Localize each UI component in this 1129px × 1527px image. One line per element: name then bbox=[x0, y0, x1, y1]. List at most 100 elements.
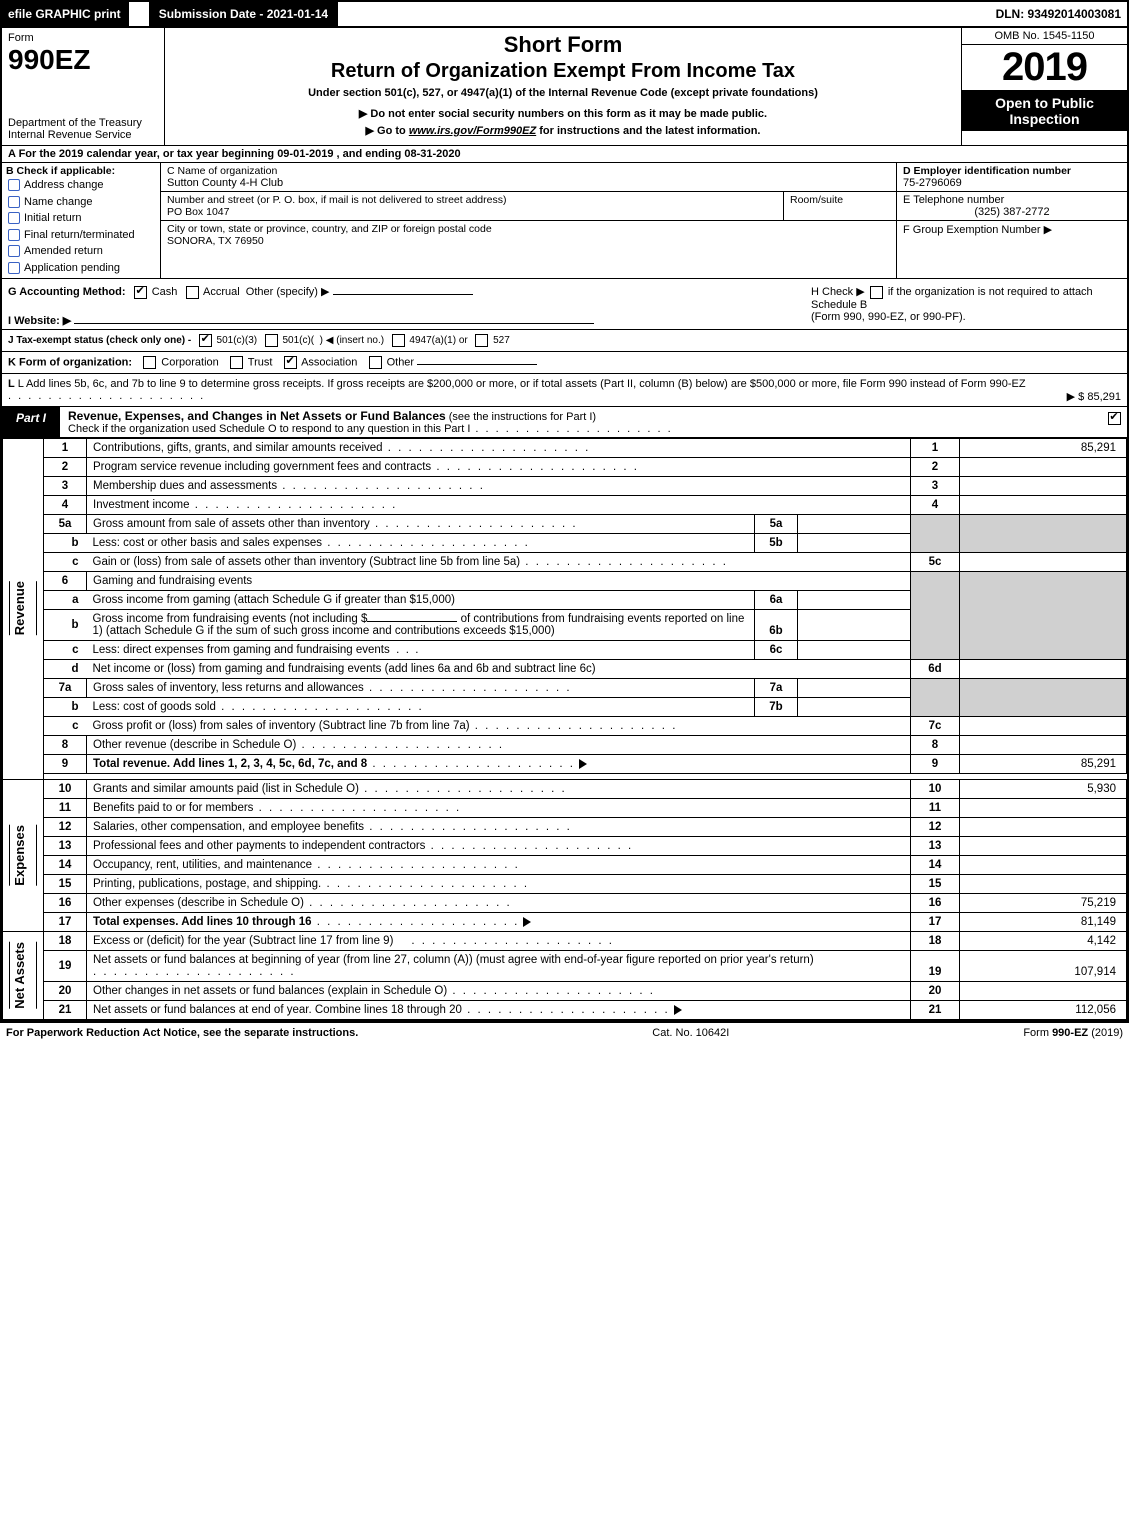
arrow-icon bbox=[523, 917, 531, 927]
c-addr-label: Number and street (or P. O. box, if mail… bbox=[167, 194, 506, 206]
k-line: K Form of organization: Corporation Trus… bbox=[2, 352, 1127, 374]
j-line: J Tax-exempt status (check only one) - 5… bbox=[2, 330, 1127, 352]
chk-initial-return[interactable]: Initial return bbox=[6, 210, 156, 227]
header-center: Short Form Return of Organization Exempt… bbox=[165, 28, 961, 145]
amt-16: 75,219 bbox=[960, 893, 1127, 912]
chk-address-change[interactable]: Address change bbox=[6, 177, 156, 194]
entity-info: B Check if applicable: Address change Na… bbox=[2, 163, 1127, 279]
org-address: PO Box 1047 bbox=[167, 206, 229, 218]
chk-sched-o[interactable] bbox=[1108, 412, 1121, 425]
amt-9: 85,291 bbox=[960, 754, 1127, 773]
tax-period: A For the 2019 calendar year, or tax yea… bbox=[2, 146, 1127, 163]
chk-name-change[interactable]: Name change bbox=[6, 194, 156, 211]
amt-7c bbox=[960, 716, 1127, 735]
amt-1: 85,291 bbox=[960, 438, 1127, 457]
dln-label: DLN: 93492014003081 bbox=[990, 7, 1127, 21]
form-number: 990EZ bbox=[8, 44, 158, 76]
chk-501c[interactable] bbox=[265, 334, 278, 347]
chk-assoc[interactable] bbox=[284, 356, 297, 369]
amt-18: 4,142 bbox=[960, 931, 1127, 950]
footer-left: For Paperwork Reduction Act Notice, see … bbox=[6, 1027, 358, 1039]
omb-number: OMB No. 1545-1150 bbox=[962, 28, 1127, 45]
chk-accrual[interactable] bbox=[186, 286, 199, 299]
section-def: D Employer identification number 75-2796… bbox=[896, 163, 1127, 278]
part1-title: Revenue, Expenses, and Changes in Net As… bbox=[60, 407, 1101, 437]
netassets-label: Net Assets bbox=[9, 942, 37, 1009]
chk-amended-return[interactable]: Amended return bbox=[6, 243, 156, 260]
d-label: D Employer identification number bbox=[903, 165, 1071, 177]
amt-6d bbox=[960, 659, 1127, 678]
form-frame: Form 990EZ Department of the Treasury In… bbox=[0, 28, 1129, 1022]
open-inspection: Open to Public Inspection bbox=[962, 90, 1127, 131]
chk-h[interactable] bbox=[870, 286, 883, 299]
chk-other-org[interactable] bbox=[369, 356, 382, 369]
goto-link-line: ▶ Go to www.irs.gov/Form990EZ for instru… bbox=[173, 124, 953, 137]
efile-print-button[interactable]: efile GRAPHIC print bbox=[2, 2, 129, 26]
short-form-title: Short Form bbox=[173, 32, 953, 58]
amt-10: 5,930 bbox=[960, 779, 1127, 798]
amt-2 bbox=[960, 457, 1127, 476]
amt-8 bbox=[960, 735, 1127, 754]
org-city: SONORA, TX 76950 bbox=[167, 235, 264, 247]
amt-11 bbox=[960, 798, 1127, 817]
page-footer: For Paperwork Reduction Act Notice, see … bbox=[0, 1022, 1129, 1039]
section-c: C Name of organization Sutton County 4-H… bbox=[161, 163, 896, 278]
footer-right: Form 990-EZ (2019) bbox=[1023, 1027, 1123, 1039]
ssn-warning: ▶ Do not enter social security numbers o… bbox=[173, 107, 953, 120]
chk-501c3[interactable] bbox=[199, 334, 212, 347]
return-title: Return of Organization Exempt From Incom… bbox=[173, 60, 953, 83]
arrow-icon bbox=[579, 759, 587, 769]
department-label: Department of the Treasury Internal Reve… bbox=[8, 117, 158, 141]
amt-12 bbox=[960, 817, 1127, 836]
chk-trust[interactable] bbox=[230, 356, 243, 369]
amt-4 bbox=[960, 495, 1127, 514]
g-label: G Accounting Method: bbox=[8, 286, 126, 298]
tax-year: 2019 bbox=[962, 45, 1127, 90]
c-name-label: C Name of organization bbox=[167, 165, 277, 177]
submission-date-button[interactable]: Submission Date - 2021-01-14 bbox=[149, 2, 338, 26]
section-b: B Check if applicable: Address change Na… bbox=[2, 163, 161, 278]
ein-value: 75-2796069 bbox=[903, 177, 962, 189]
l-line: L L Add lines 5b, 6c, and 7b to line 9 t… bbox=[2, 374, 1127, 407]
e-label: E Telephone number bbox=[903, 194, 1004, 206]
header-left: Form 990EZ Department of the Treasury In… bbox=[2, 28, 165, 145]
chk-cash[interactable] bbox=[134, 286, 147, 299]
form-header: Form 990EZ Department of the Treasury In… bbox=[2, 28, 1127, 146]
expenses-label: Expenses bbox=[9, 825, 37, 886]
chk-527[interactable] bbox=[475, 334, 488, 347]
h-box: H Check ▶ if the organization is not req… bbox=[811, 285, 1121, 327]
under-section: Under section 501(c), 527, or 4947(a)(1)… bbox=[173, 87, 953, 99]
part1-tab: Part I bbox=[2, 407, 60, 437]
footer-cat: Cat. No. 10642I bbox=[652, 1027, 729, 1039]
arrow-icon bbox=[674, 1005, 682, 1015]
amt-14 bbox=[960, 855, 1127, 874]
amt-5c bbox=[960, 552, 1127, 571]
part1-table: Revenue 1Contributions, gifts, grants, a… bbox=[2, 438, 1127, 1020]
amt-21: 112,056 bbox=[960, 1000, 1127, 1019]
chk-application-pending[interactable]: Application pending bbox=[6, 260, 156, 277]
c-city-label: City or town, state or province, country… bbox=[167, 223, 492, 235]
amt-3 bbox=[960, 476, 1127, 495]
amt-13 bbox=[960, 836, 1127, 855]
part1-header: Part I Revenue, Expenses, and Changes in… bbox=[2, 407, 1127, 438]
revenue-label: Revenue bbox=[9, 581, 37, 635]
chk-4947[interactable] bbox=[392, 334, 405, 347]
amt-15 bbox=[960, 874, 1127, 893]
top-bar-left: efile GRAPHIC print Submission Date - 20… bbox=[2, 2, 338, 26]
room-suite: Room/suite bbox=[783, 192, 896, 220]
amt-20 bbox=[960, 981, 1127, 1000]
phone-value: (325) 387-2772 bbox=[903, 206, 1121, 218]
org-name: Sutton County 4-H Club bbox=[167, 177, 283, 189]
header-right: OMB No. 1545-1150 2019 Open to Public In… bbox=[961, 28, 1127, 145]
chk-final-return[interactable]: Final return/terminated bbox=[6, 227, 156, 244]
amt-19: 107,914 bbox=[960, 950, 1127, 981]
chk-corp[interactable] bbox=[143, 356, 156, 369]
gross-receipts: ▶ $ 85,291 bbox=[1067, 390, 1121, 403]
form-label: Form bbox=[8, 32, 158, 44]
amt-17: 81,149 bbox=[960, 912, 1127, 931]
i-label: I Website: ▶ bbox=[8, 315, 71, 327]
irs-link[interactable]: www.irs.gov/Form990EZ bbox=[409, 125, 536, 137]
gh-row: G Accounting Method: Cash Accrual Other … bbox=[2, 279, 1127, 330]
top-bar: efile GRAPHIC print Submission Date - 20… bbox=[0, 0, 1129, 28]
f-label: F Group Exemption Number ▶ bbox=[903, 224, 1052, 236]
